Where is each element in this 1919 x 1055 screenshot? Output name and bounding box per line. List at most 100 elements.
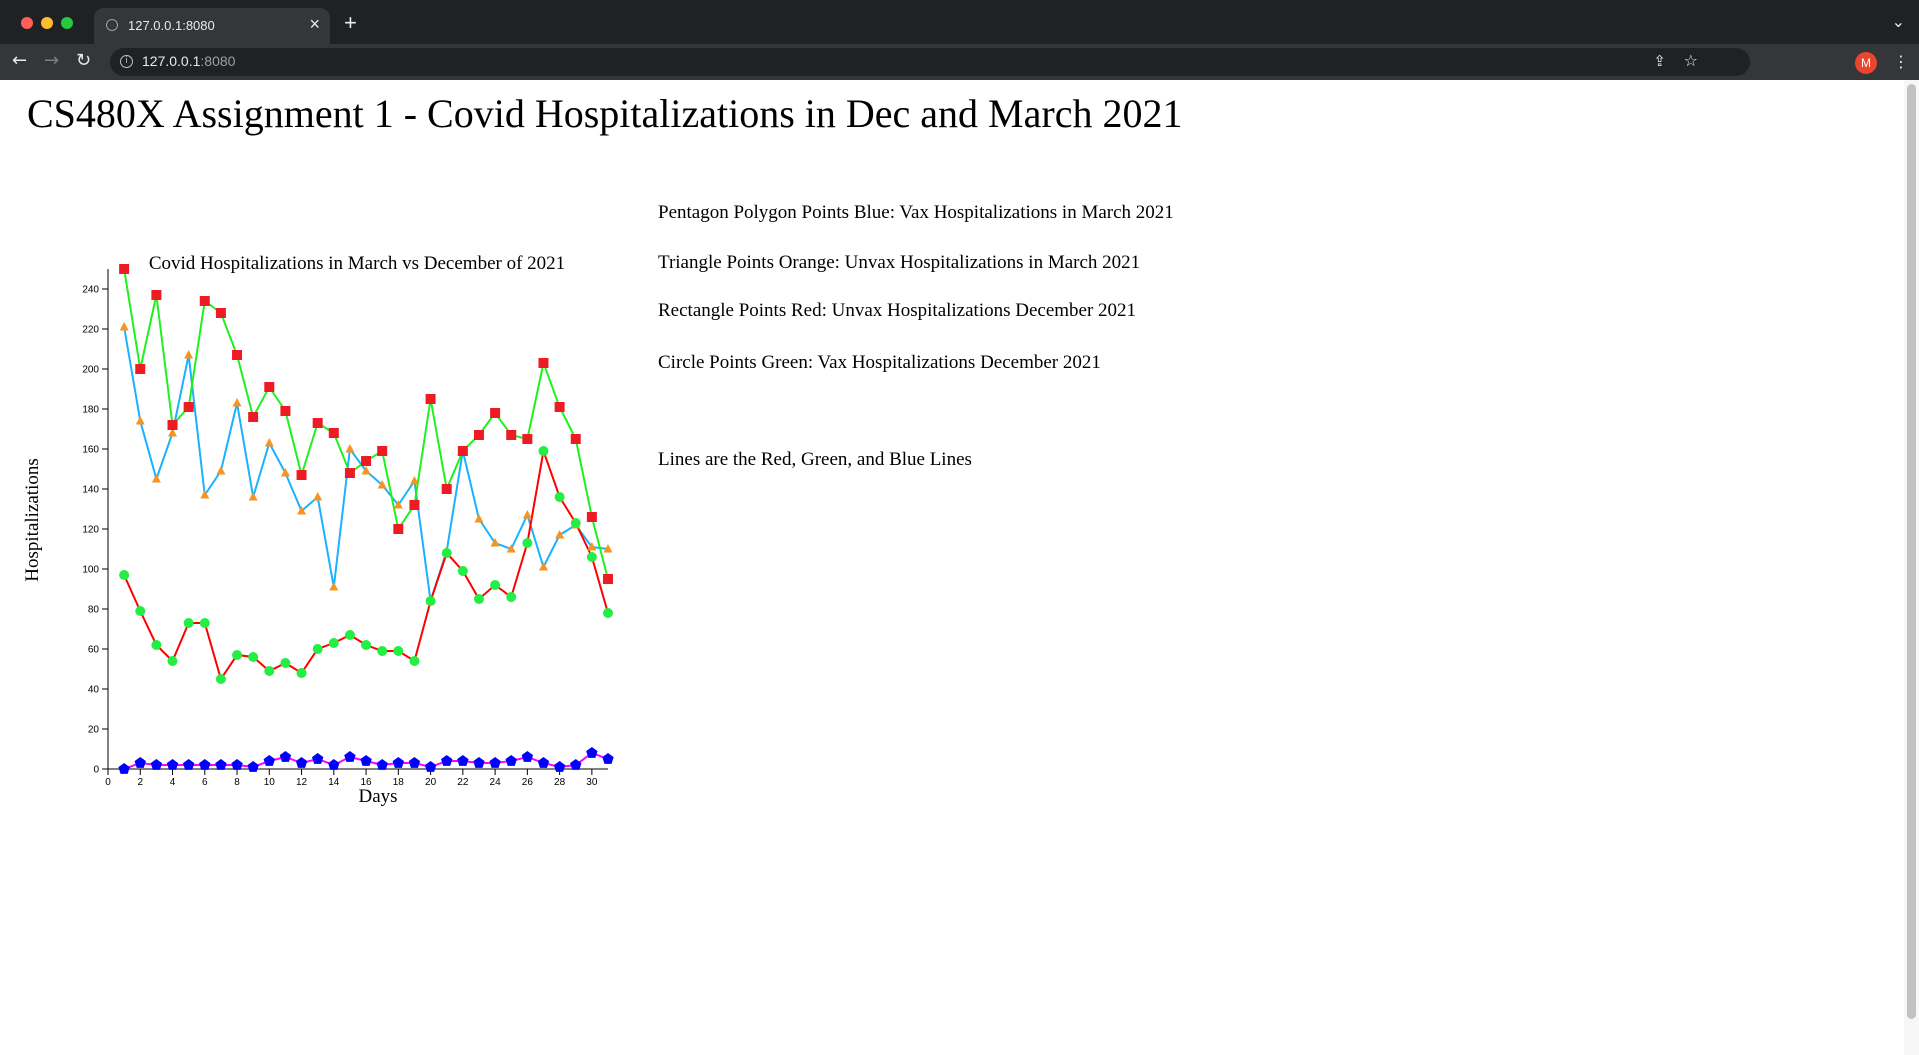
scrollbar-thumb[interactable]: [1907, 84, 1916, 1019]
data-point-triangle: [264, 438, 274, 447]
data-point-pentagon: [263, 755, 275, 766]
maximize-window-button[interactable]: [61, 17, 73, 29]
data-point-pentagon: [376, 759, 388, 770]
data-point-circle: [554, 492, 565, 502]
close-window-button[interactable]: [21, 17, 33, 29]
data-point-square: [215, 308, 226, 318]
data-point-circle: [232, 650, 243, 660]
data-point-square: [280, 406, 291, 416]
data-point-pentagon: [199, 759, 211, 770]
profile-avatar[interactable]: M: [1855, 52, 1877, 74]
data-point-pentagon: [182, 759, 195, 770]
data-point-pentagon: [311, 753, 324, 764]
data-point-pentagon: [489, 757, 501, 768]
y-tick-label: 200: [82, 365, 99, 376]
data-point-triangle: [248, 492, 258, 501]
data-point-circle: [215, 674, 226, 684]
data-point-square: [586, 512, 597, 522]
data-point-square: [232, 350, 243, 360]
scrollbar[interactable]: [1904, 80, 1919, 1055]
y-tick-label: 160: [82, 445, 99, 456]
data-point-square: [522, 434, 533, 444]
data-point-circle: [344, 630, 355, 640]
y-tick-label: 40: [88, 685, 100, 696]
info-icon[interactable]: i: [120, 55, 133, 68]
data-point-triangle: [345, 444, 355, 453]
data-point-pentagon: [231, 759, 243, 770]
data-point-circle: [457, 566, 468, 576]
reload-button[interactable]: ↻: [76, 50, 92, 71]
data-point-triangle: [393, 500, 403, 509]
new-tab-button[interactable]: +: [344, 10, 357, 35]
chevron-down-icon[interactable]: ⌄: [1891, 14, 1905, 31]
x-axis-label: Days: [358, 786, 397, 807]
data-point-triangle: [587, 542, 597, 551]
data-point-triangle: [490, 538, 500, 547]
data-point-pentagon: [295, 757, 308, 768]
x-tick-label: 18: [393, 777, 405, 788]
data-point-triangle: [361, 466, 371, 475]
legend-text-lines: Lines are the Red, Green, and Blue Lines: [658, 449, 972, 470]
browser-chrome: 127.0.0.1:8080 × + ⌄ ← → ↻ i 127.0.0.1:8…: [0, 0, 1919, 80]
data-point-triangle: [474, 514, 484, 523]
menu-icon[interactable]: ⋮: [1893, 52, 1909, 71]
address-bar[interactable]: i 127.0.0.1:8080 ⇪ ☆: [110, 48, 1750, 76]
bookmark-star-icon[interactable]: ☆: [1683, 51, 1698, 70]
data-point-square: [361, 456, 372, 466]
forward-button[interactable]: →: [44, 50, 60, 71]
url-text: 127.0.0.1:8080: [142, 53, 235, 69]
data-point-pentagon: [553, 761, 566, 772]
data-point-circle: [586, 552, 597, 562]
share-icon[interactable]: ⇪: [1653, 52, 1666, 70]
data-point-square: [457, 446, 468, 456]
x-tick-label: 22: [457, 777, 469, 788]
data-point-pentagon: [118, 763, 130, 774]
data-point-square: [151, 290, 162, 300]
data-point-triangle: [216, 466, 226, 475]
data-point-triangle: [184, 350, 194, 359]
data-point-circle: [441, 548, 452, 558]
url-port: :8080: [200, 53, 236, 69]
data-point-circle: [361, 640, 372, 650]
data-point-pentagon: [247, 761, 259, 772]
data-point-pentagon: [505, 755, 517, 766]
page-title: CS480X Assignment 1 - Covid Hospitalizat…: [27, 91, 1183, 136]
y-tick-label: 180: [82, 405, 99, 416]
data-point-circle: [506, 592, 517, 602]
data-point-circle: [538, 446, 549, 456]
minimize-window-button[interactable]: [41, 17, 53, 29]
data-point-circle: [522, 538, 533, 548]
data-point-circle: [248, 652, 259, 662]
data-point-pentagon: [344, 751, 356, 762]
legend-text-blue: Pentagon Polygon Points Blue: Vax Hospit…: [658, 202, 1174, 223]
toolbar: ← → ↻ i 127.0.0.1:8080 ⇪ ☆: [0, 44, 1919, 80]
data-point-triangle: [377, 480, 387, 489]
x-tick-label: 12: [296, 777, 308, 788]
globe-icon: [106, 19, 118, 31]
data-point-square: [473, 430, 484, 440]
close-tab-icon[interactable]: ×: [309, 14, 320, 34]
data-point-triangle: [603, 544, 613, 553]
data-point-pentagon: [457, 755, 469, 766]
back-button[interactable]: ←: [12, 50, 28, 71]
x-tick-label: 16: [361, 777, 373, 788]
data-point-circle: [119, 570, 130, 580]
y-tick-label: 60: [88, 645, 100, 656]
data-point-pentagon: [392, 757, 405, 768]
data-point-triangle: [555, 530, 565, 539]
data-point-pentagon: [424, 761, 437, 772]
y-tick-label: 20: [88, 725, 100, 736]
hospitalizations-chart: 0 2 4 6 8 10 12 14 16 18 20 22 24 26 28 300204060801001…: [22, 253, 614, 807]
data-point-square: [409, 500, 420, 510]
data-point-triangle: [135, 416, 145, 425]
url-host: 127.0.0.1: [142, 53, 201, 69]
data-point-circle: [296, 668, 307, 678]
data-point-pentagon: [150, 759, 163, 770]
data-point-pentagon: [408, 757, 421, 768]
tab-active[interactable]: 127.0.0.1:8080 ×: [94, 8, 330, 44]
x-tick-label: 14: [328, 777, 340, 788]
data-point-square: [603, 574, 613, 584]
data-point-square: [119, 264, 130, 274]
data-point-pentagon: [537, 757, 550, 768]
data-point-triangle: [232, 398, 242, 407]
